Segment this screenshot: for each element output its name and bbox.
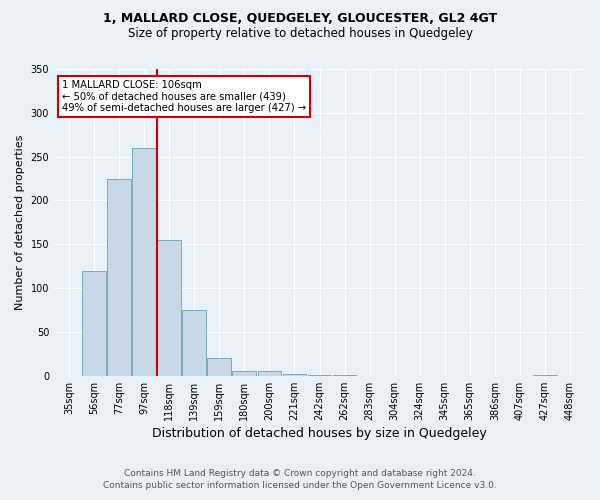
Bar: [308, 375, 331, 376]
Bar: [533, 375, 557, 376]
Bar: [232, 372, 256, 376]
Y-axis label: Number of detached properties: Number of detached properties: [15, 134, 25, 310]
Bar: [283, 374, 307, 376]
Bar: [107, 178, 131, 376]
Bar: [133, 148, 156, 376]
Bar: [332, 375, 356, 376]
Bar: [182, 310, 206, 376]
Text: Size of property relative to detached houses in Quedgeley: Size of property relative to detached ho…: [128, 28, 473, 40]
Text: 1 MALLARD CLOSE: 106sqm
← 50% of detached houses are smaller (439)
49% of semi-d: 1 MALLARD CLOSE: 106sqm ← 50% of detache…: [62, 80, 305, 112]
Text: Contains HM Land Registry data © Crown copyright and database right 2024.: Contains HM Land Registry data © Crown c…: [124, 468, 476, 477]
Text: 1, MALLARD CLOSE, QUEDGELEY, GLOUCESTER, GL2 4GT: 1, MALLARD CLOSE, QUEDGELEY, GLOUCESTER,…: [103, 12, 497, 26]
Text: Contains public sector information licensed under the Open Government Licence v3: Contains public sector information licen…: [103, 481, 497, 490]
Bar: [257, 372, 281, 376]
X-axis label: Distribution of detached houses by size in Quedgeley: Distribution of detached houses by size …: [152, 427, 487, 440]
Bar: [157, 240, 181, 376]
Bar: [82, 270, 106, 376]
Bar: [208, 358, 231, 376]
